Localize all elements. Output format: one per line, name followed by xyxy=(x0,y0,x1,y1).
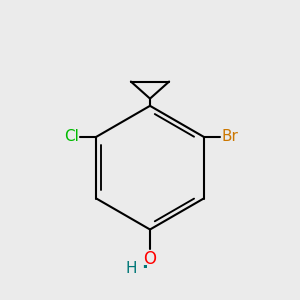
Text: Br: Br xyxy=(221,129,238,144)
Text: Cl: Cl xyxy=(64,129,79,144)
Text: ·: · xyxy=(141,259,148,277)
Text: H: H xyxy=(125,261,137,276)
Text: O: O xyxy=(143,250,157,268)
